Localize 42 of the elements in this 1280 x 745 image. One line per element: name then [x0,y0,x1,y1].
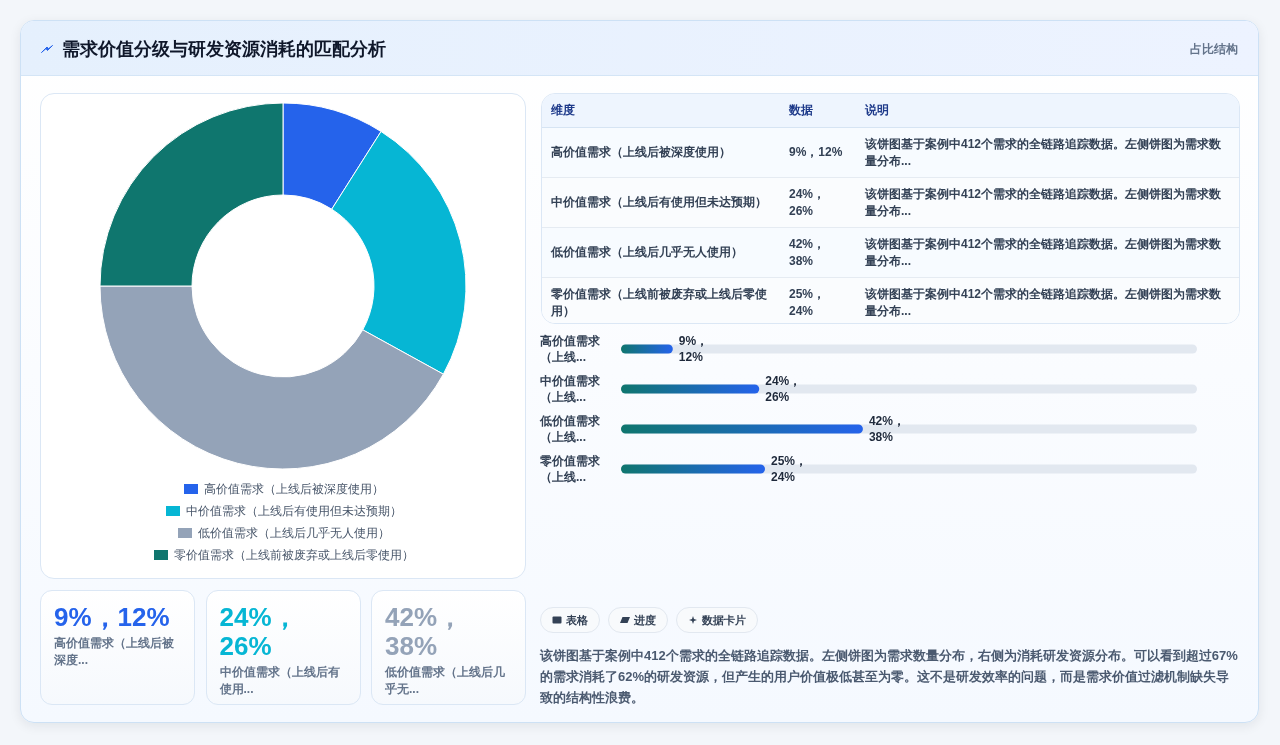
data-label: 42%，38% [868,414,905,444]
text: 该饼图基于案例中412个需求的全链路追踪数据。左侧饼图为需求数量分布... [865,286,1222,318]
data-label: 24%，26% [765,374,802,404]
text: 25%，24% [789,286,826,318]
text: 9%，12% [54,602,170,632]
category-label: 高价值需求（上线后被深度... [54,635,175,669]
category-label: 低价值需求（上线后几乎无人使用） [551,245,743,259]
bar [621,384,760,394]
y-tick-label: 高价值需求（上线... [540,334,601,364]
text: 9%，12% [789,145,843,159]
category-label: 数据 [780,94,856,128]
category-label: 中价值需求（上线后有使用... [219,664,341,698]
data-label: 9%，12% [678,334,709,364]
y-tick-label: 中价值需求（上线... [540,374,601,404]
category-label: 表格 [566,612,588,628]
text: 维度 [542,94,780,128]
category-label: 零价值需求（上线前被废弃或上线后零使用） [551,286,767,318]
legend-label: 低价值需求（上线后几乎无人使用） [198,526,390,540]
text: 42%，38% [385,602,464,661]
text: 该饼图基于案例中412个需求的全链路追踪数据。左侧饼图为需求数量分布... [865,136,1222,168]
y-tick-label: 零价值需求（上线... [539,454,601,484]
text: 42%，38% [789,236,826,268]
category-label: 数据卡片 [702,612,746,628]
text: 该饼图基于案例中412个需求的全链路追踪数据。左侧饼图为需求数量分布... [865,186,1222,218]
bar [621,344,673,354]
legend-label: 中价值需求（上线后有使用但未达预期） [186,504,402,518]
category-label: 说明 [856,94,1239,128]
text: 该饼图基于案例中412个需求的全链路追踪数据。左侧饼图为需求数量分布，右侧为消耗研发资源分布。可以看到超过67%的需求消耗了62%的研发资源，但产生的用户价值极低甚至为零。这不是研发效率的问题，而是需求价值过滤机制缺失导致的结构性浪费。 [540,647,1239,707]
text: 需求价值分级与研发资源消耗的匹配分析 [62,38,386,61]
category-label: 中价值需求（上线后有使用但未达预期） [551,195,767,209]
bar [621,464,765,474]
y-tick-label: 低价值需求（上线... [539,414,601,444]
text: 占比结构 [1190,41,1238,58]
legend-label: 零价值需求（上线前被废弃或上线后零使用） [174,548,414,562]
category-label: 进度 [634,612,656,628]
legend-label: 高价值需求（上线后被深度使用） [204,482,384,496]
text: 该饼图基于案例中412个需求的全链路追踪数据。左侧饼图为需求数量分布... [865,236,1222,268]
category-label: 高价值需求（上线后被深度使用） [551,145,731,159]
data-label: 25%，24% [771,454,808,484]
text: 24%，26% [219,602,298,661]
text: 24%，26% [789,186,826,218]
category-label: 低价值需求（上线后几乎无... [385,664,506,698]
